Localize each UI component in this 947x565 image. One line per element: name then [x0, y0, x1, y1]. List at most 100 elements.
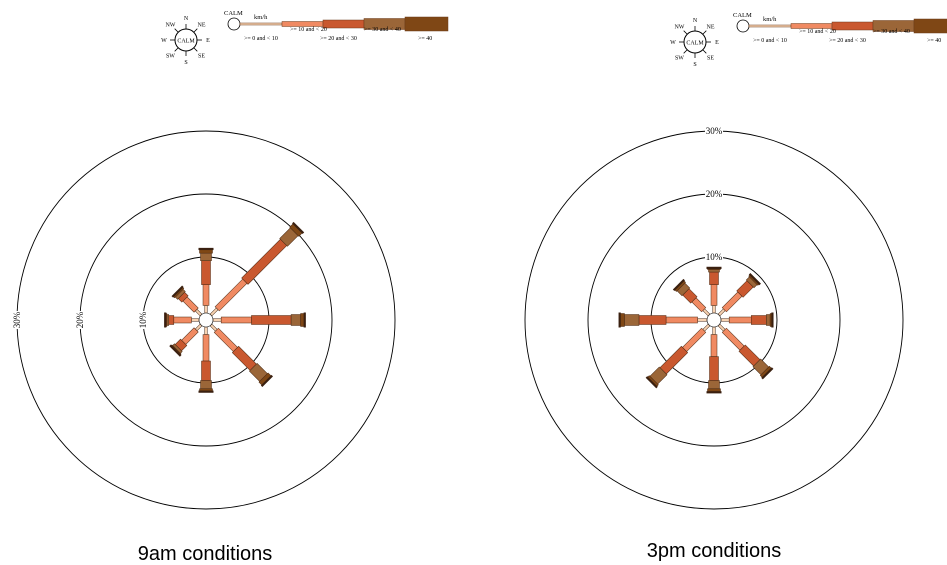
legend-compass-tick-sw — [683, 49, 688, 54]
arm-s-bin-3 — [201, 360, 211, 381]
legend-compass-label-w: W — [670, 40, 676, 46]
arm-s-bin-1 — [712, 326, 716, 335]
legend-compass-label-e: E — [206, 38, 210, 44]
legend-compass-center: CALM — [177, 39, 195, 45]
arm-s — [706, 326, 722, 394]
wind-rose-9am: 10% 20% 30% — [12, 130, 396, 510]
arm-se-cap — [761, 367, 774, 380]
legend-compass-tick-se — [193, 47, 198, 52]
legend-bin-label-1: >= 0 and < 10 — [244, 36, 278, 42]
legend-bin-swatch-1 — [239, 22, 283, 26]
arm-s-bin-1 — [204, 326, 208, 335]
ring-label-bg-10 — [705, 252, 723, 262]
arm-nw — [672, 278, 711, 317]
legend-bin-label-1: >= 0 and < 10 — [753, 38, 787, 44]
arm-ne — [209, 221, 305, 317]
legend-compass-tick-ne — [702, 30, 707, 35]
arm-w-bin-2 — [173, 316, 192, 324]
legend-bin-label-5: >= 40 — [418, 36, 432, 42]
legend-left: CALM N NE E SE S SW W NW CALM km/h >= 0 and < 10 >= … — [161, 10, 449, 66]
legend-compass-label-nw: NW — [165, 22, 175, 28]
legend-compass-tick-ne — [193, 28, 198, 33]
arm-e-bin-2 — [220, 316, 252, 324]
chart-title-3pm: 3pm conditions — [647, 540, 782, 562]
arm-n-bin-3 — [201, 260, 211, 285]
legend-right: CALM N NE E SE S SW W NW CALM km/h >= 0 and < 10 >= … — [670, 12, 947, 68]
arm-w-bin-3 — [168, 315, 175, 325]
arm-s — [198, 326, 214, 393]
calm-center — [198, 312, 214, 328]
arm-s-bin-2 — [710, 334, 718, 357]
ring-label-10: 10% — [706, 252, 723, 262]
ring-label-20: 20% — [706, 189, 723, 199]
arm-nw — [171, 285, 203, 317]
legend-calm-circle — [227, 17, 241, 31]
arm-ne-bin-3 — [241, 238, 288, 285]
calm-center — [706, 312, 722, 328]
arm-s-cap — [706, 391, 722, 394]
arm-nw-cap — [171, 285, 184, 298]
legend-compass-label-n: N — [693, 18, 698, 24]
arm-e — [720, 312, 774, 328]
legend-compass-label-s: S — [693, 62, 696, 68]
arm-ne-cap — [292, 221, 305, 234]
arm-w-cap — [164, 312, 167, 328]
arm-sw-bin-2 — [181, 327, 199, 345]
arm-w-bin-1 — [191, 318, 200, 322]
ring-label-bg-20 — [75, 311, 85, 329]
legend-calm-label: CALM — [224, 10, 243, 17]
arm-n-bin-2 — [202, 284, 210, 306]
arm-e-bin-3 — [251, 315, 292, 325]
legend-compass-label-w: W — [161, 38, 167, 44]
arm-sw-cap — [645, 376, 658, 389]
arm-w-bin-2 — [665, 316, 698, 324]
legend-compass-label-nw: NW — [674, 24, 684, 30]
legend-bin-swatch-2 — [790, 23, 833, 29]
arm-se-bin-2 — [213, 327, 238, 352]
arm-ne-bin-1 — [209, 307, 219, 317]
arm-w-bin-4 — [166, 314, 170, 326]
arm-w-bin-3 — [638, 315, 667, 325]
arm-n-bin-3 — [709, 271, 719, 285]
arm-w — [164, 312, 200, 328]
arm-sw — [645, 323, 711, 389]
arm-nw-bin-2 — [182, 296, 199, 313]
legend-compass-label-ne: NE — [707, 24, 715, 30]
arm-e-bin-1 — [720, 318, 730, 322]
arm-n-bin-2 — [710, 284, 718, 306]
arm-w-cap — [618, 312, 621, 328]
legend-compass-tick-se — [702, 49, 707, 54]
arm-n-cap — [198, 247, 214, 251]
arm-e — [212, 312, 306, 328]
legend-bin-label-4: >= 30 and < 40 — [364, 27, 401, 33]
arm-n-bin-1 — [204, 305, 208, 314]
legend-bin-label-2: >= 10 and < 20 — [290, 27, 327, 33]
arm-s-cap — [198, 390, 214, 393]
arm-s-bin-4 — [708, 380, 720, 389]
legend-bin-label-4: >= 30 and < 40 — [873, 29, 910, 35]
legend-calm-label: CALM — [733, 12, 752, 19]
ring-label-30: 30% — [706, 126, 723, 136]
arm-e-cap — [771, 312, 774, 328]
ring-label-bg-10 — [138, 311, 148, 329]
arm-n-bin-1 — [712, 305, 716, 314]
arm-ne-bin-2 — [721, 291, 743, 313]
arm-sw-bin-2 — [682, 327, 707, 352]
legend-bin-swatch-2 — [281, 21, 324, 27]
legend-compass-tick-nw — [683, 30, 688, 35]
legend-compass-tick-sw — [174, 47, 179, 52]
arm-ne-bin-2 — [214, 278, 248, 312]
ring-label-20: 20% — [75, 311, 85, 328]
arm-e-bin-4 — [766, 314, 771, 326]
legend-compass-center: CALM — [686, 41, 704, 47]
wind-rose-3pm: 10% 20% 30% — [524, 126, 904, 510]
legend-bin-swatch-3 — [322, 19, 365, 29]
arm-sw-cap — [169, 344, 182, 357]
arm-se — [209, 323, 273, 387]
arm-se-bin-2 — [721, 327, 745, 351]
legend-compass-label-n: N — [184, 16, 189, 22]
legend-bin-swatch-1 — [748, 24, 792, 28]
ring-label-30: 30% — [12, 311, 22, 328]
legend-bin-swatch-3 — [831, 21, 874, 31]
